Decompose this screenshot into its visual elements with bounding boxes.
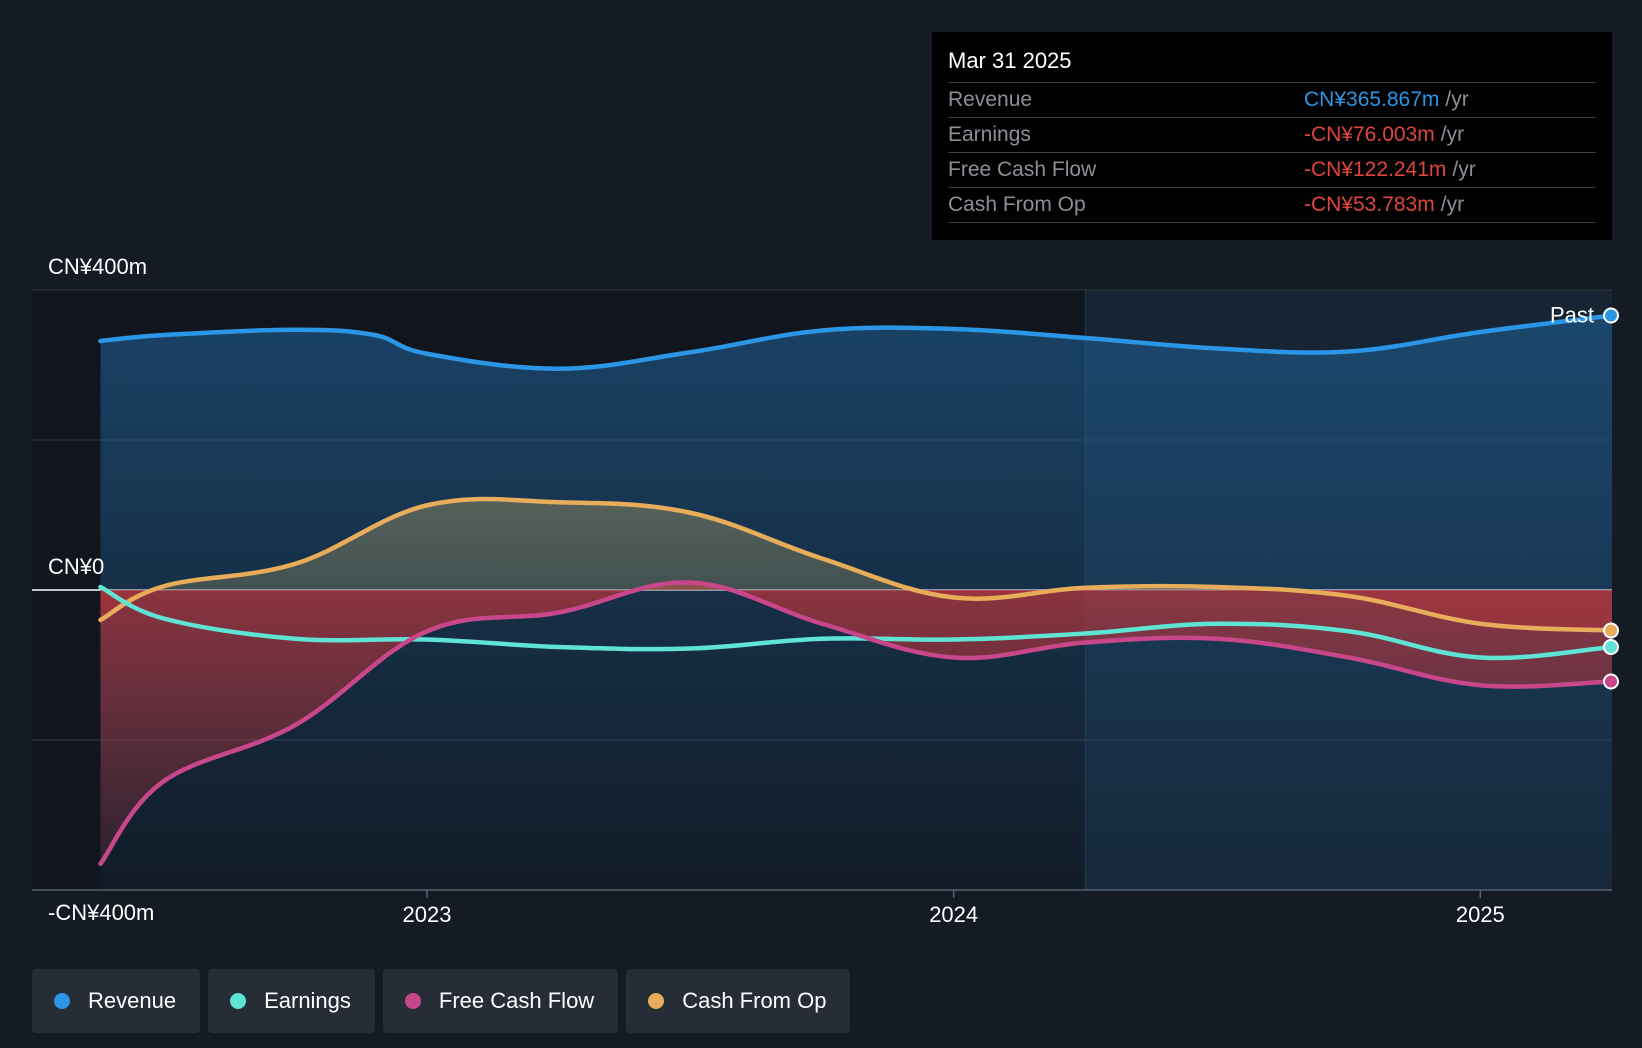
x-tick-label: 2024 [929,902,978,927]
fcf-area [100,582,1612,864]
tooltip-value: CN¥365.867m [1304,88,1440,111]
legend-dot-icon [230,993,247,1009]
line-fcf [98,580,1615,866]
legend-item-cfo[interactable]: Cash From Op [626,969,851,1033]
marker-earnings [1603,639,1619,655]
y-axis-label: CN¥400m [48,254,147,279]
tooltip-label: Cash From Op [948,193,1086,216]
tooltip-row-revenue: Revenue CN¥365.867m /yr [948,83,1596,118]
legend-dot-icon [404,993,421,1009]
line-earnings [98,584,1615,661]
legend-item-fcf[interactable]: Free Cash Flow [382,969,619,1033]
legend-label: Earnings [264,988,351,1013]
chart-legend: Revenue Earnings Free Cash Flow Cash Fro… [32,969,851,1033]
tooltip-date: Mar 31 2025 [948,46,1596,83]
tooltip-row-fcf: Free Cash Flow -CN¥122.241m /yr [948,153,1596,188]
tooltip-value: -CN¥76.003m [1304,123,1435,146]
tooltip-label: Earnings [948,123,1031,146]
tooltip-label: Free Cash Flow [948,158,1097,181]
legend-label: Cash From Op [682,988,827,1013]
legend-dot-icon [54,993,70,1009]
legend-label: Revenue [88,988,177,1013]
line-cfo [98,496,1615,633]
x-tick-label: 2025 [1456,902,1505,927]
past-label: Past [1550,303,1594,328]
tooltip-row-cfo: Cash From Op -CN¥53.783m /yr [948,188,1596,223]
tooltip-value: -CN¥122.241m [1304,158,1447,181]
x-tick-label: 2023 [403,902,452,927]
tooltip-value: -CN¥53.783m [1304,193,1435,216]
y-axis-label: CN¥0 [48,554,104,579]
cfo-positive-area [100,499,1612,590]
tooltip-unit: /yr [1452,158,1476,181]
marker-fcf [1603,673,1619,690]
tooltip-row-earnings: Earnings -CN¥76.003m /yr [948,118,1596,153]
line-revenue [98,313,1615,372]
tooltip-panel: Mar 31 2025 Revenue CN¥365.867m /yr Earn… [932,32,1612,240]
marker-cfo [1603,622,1619,639]
legend-label: Free Cash Flow [438,988,595,1013]
y-axis-label: -CN¥400m [48,900,154,925]
tooltip-unit: /yr [1440,123,1465,146]
tooltip-label: Revenue [948,88,1033,111]
legend-item-revenue[interactable]: Revenue [32,969,201,1033]
legend-dot-icon [648,993,665,1009]
legend-item-earnings[interactable]: Earnings [208,969,375,1033]
tooltip-unit: /yr [1440,193,1465,216]
tooltip-unit: /yr [1445,88,1469,111]
marker-revenue [1603,307,1619,324]
cfo-negative-area [100,590,1612,631]
